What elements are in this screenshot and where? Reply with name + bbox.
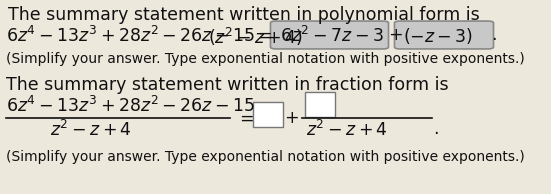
Text: $6z^2-7z-3$: $6z^2-7z-3$ (280, 26, 383, 46)
Text: .: . (433, 120, 439, 138)
Text: $(z^2-z+4)$: $(z^2-z+4)$ (208, 26, 303, 48)
Text: $+$: $+$ (284, 109, 299, 127)
FancyBboxPatch shape (253, 102, 283, 127)
FancyBboxPatch shape (305, 92, 335, 117)
Text: $+$: $+$ (388, 26, 403, 44)
Text: $z^2-z+4$: $z^2-z+4$ (50, 120, 132, 140)
FancyBboxPatch shape (271, 21, 388, 49)
Text: $z^2-z+4$: $z^2-z+4$ (306, 120, 388, 140)
Text: $6z^4-13z^3+28z^2-26z-15$: $6z^4-13z^3+28z^2-26z-15$ (6, 96, 255, 116)
Text: (Simplify your answer. Type exponential notation with positive exponents.): (Simplify your answer. Type exponential … (6, 150, 525, 164)
Text: $6z^4-13z^3+28z^2-26z-15=$: $6z^4-13z^3+28z^2-26z-15=$ (6, 26, 273, 46)
Text: $=$: $=$ (236, 109, 254, 127)
Text: $(-z-3)$: $(-z-3)$ (403, 26, 473, 46)
Text: The summary statement written in polynomial form is: The summary statement written in polynom… (8, 6, 480, 24)
Text: .: . (491, 26, 496, 44)
Text: (Simplify your answer. Type exponential notation with positive exponents.): (Simplify your answer. Type exponential … (6, 52, 525, 66)
FancyBboxPatch shape (395, 21, 494, 49)
Text: The summary statement written in fraction form is: The summary statement written in fractio… (6, 76, 449, 94)
